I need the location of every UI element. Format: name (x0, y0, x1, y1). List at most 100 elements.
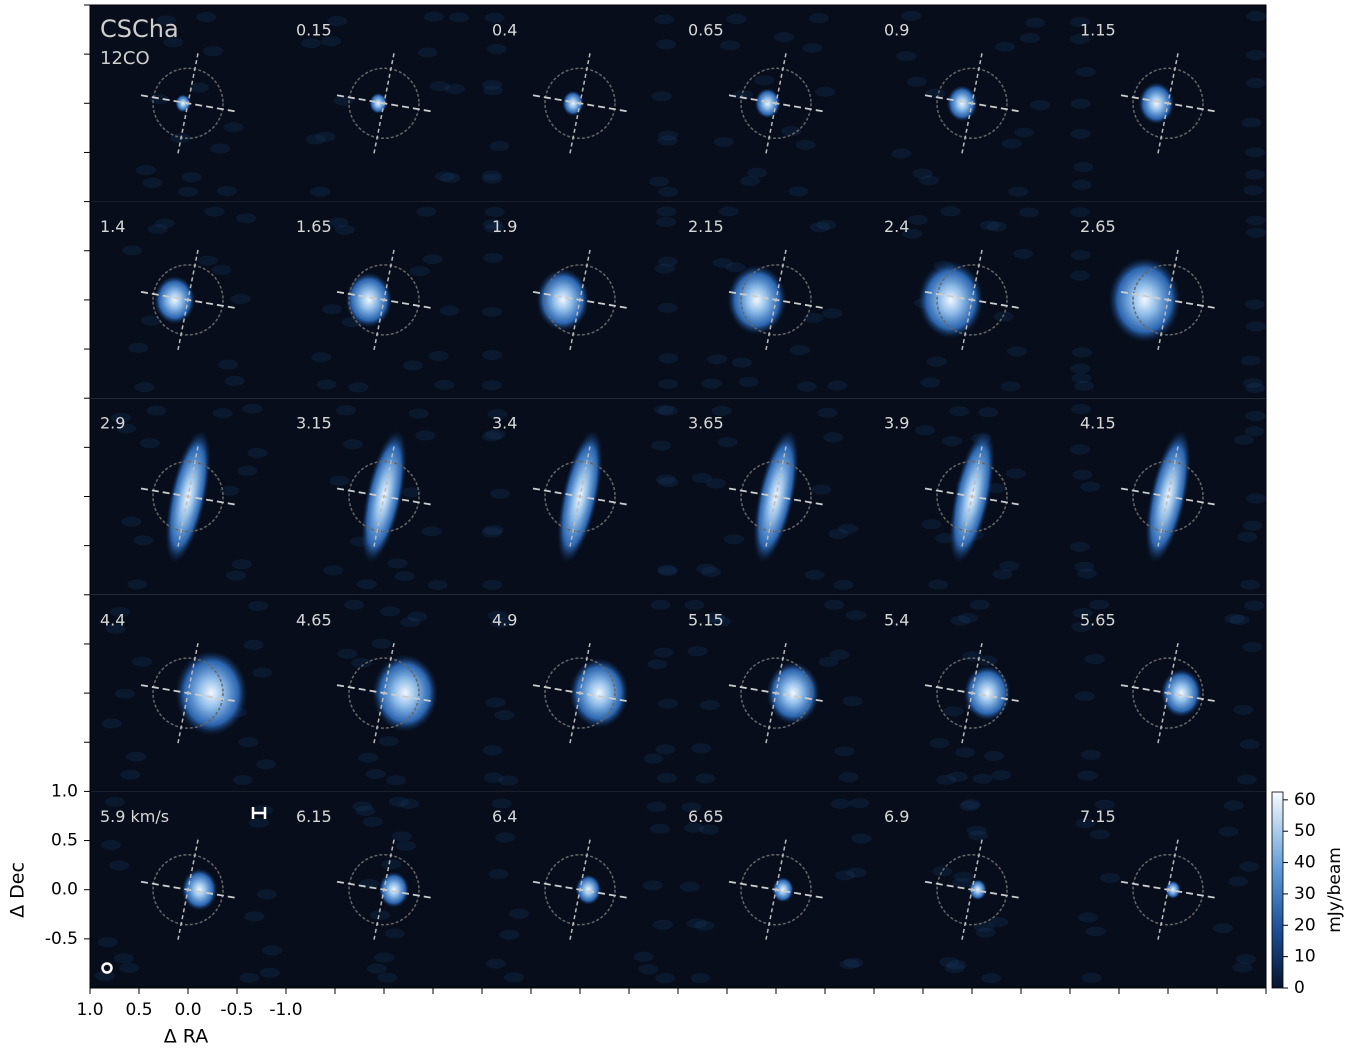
noise (1218, 827, 1238, 837)
noise (142, 178, 162, 188)
noise (223, 122, 243, 132)
noise (233, 775, 253, 785)
noise (908, 215, 928, 225)
noise (494, 710, 514, 720)
noise (504, 972, 524, 982)
noise (942, 436, 962, 446)
noise (409, 409, 429, 419)
chart-title: CSCha (100, 15, 179, 43)
colorbar-label: mJy/beam (1325, 847, 1345, 933)
noise (1244, 426, 1264, 436)
noise (967, 826, 987, 836)
noise (647, 802, 667, 812)
noise (1007, 346, 1027, 356)
noise (700, 700, 720, 710)
noise (1228, 876, 1248, 886)
noise (1234, 435, 1254, 445)
noise (1246, 50, 1266, 60)
channel-label: 6.15 (296, 807, 332, 826)
noise (651, 600, 671, 610)
noise (1070, 542, 1090, 552)
noise (1224, 800, 1244, 810)
noise (1240, 739, 1260, 749)
noise (133, 535, 153, 545)
noise (658, 699, 678, 709)
noise (774, 32, 794, 42)
noise (655, 973, 675, 983)
noise (980, 221, 1000, 231)
noise (680, 882, 700, 892)
noise (973, 774, 993, 784)
noise (336, 405, 356, 415)
noise (824, 600, 844, 610)
channel-label: 2.15 (688, 217, 724, 236)
noise (435, 171, 455, 181)
noise (482, 171, 502, 181)
colorbar-tick-label: 0 (1294, 978, 1305, 998)
noise (366, 769, 386, 779)
noise (330, 476, 350, 486)
noise (817, 408, 837, 418)
channel-label: 0.65 (688, 21, 724, 40)
noise (482, 580, 502, 590)
noise (634, 952, 654, 962)
noise (1244, 185, 1264, 195)
channel-label: 3.15 (296, 414, 332, 433)
noise (1240, 580, 1260, 590)
noise (719, 206, 739, 216)
noise (656, 474, 676, 484)
noise (644, 754, 664, 764)
noise (400, 617, 420, 627)
noise (301, 38, 321, 48)
noise (695, 773, 715, 783)
noise (815, 87, 835, 97)
channel-label: 2.4 (884, 217, 909, 236)
noise (244, 640, 264, 650)
noise (416, 207, 436, 217)
noise (797, 382, 817, 392)
noise (1074, 381, 1094, 391)
noise (961, 799, 981, 809)
noise (834, 580, 854, 590)
noise (237, 466, 257, 476)
noise (995, 42, 1015, 52)
noise (348, 382, 368, 392)
noise (1243, 378, 1263, 388)
noise (1071, 129, 1091, 139)
noise (256, 759, 276, 769)
noise (248, 601, 268, 611)
noise (901, 11, 921, 21)
noise (655, 744, 675, 754)
channel-label: 0.15 (296, 21, 332, 40)
noise (1090, 829, 1110, 839)
channel-label: 6.4 (492, 807, 517, 826)
channel-label: 1.4 (100, 217, 125, 236)
y-tick-label: 0.5 (51, 831, 78, 851)
noise (816, 220, 836, 230)
noise (1080, 482, 1100, 492)
noise (322, 304, 342, 314)
noise (1236, 954, 1256, 964)
noise (929, 738, 949, 748)
noise (238, 737, 258, 747)
noise (984, 751, 1004, 761)
channel-label: 5.4 (884, 610, 909, 629)
noise (1225, 614, 1245, 624)
noise (790, 345, 810, 355)
noise (203, 46, 223, 56)
channel-label: 1.15 (1080, 21, 1116, 40)
noise (658, 187, 678, 197)
noise (1070, 364, 1090, 374)
noise (970, 600, 990, 610)
noise (846, 610, 866, 620)
noise (920, 377, 940, 387)
noise (1237, 532, 1257, 542)
noise (126, 752, 146, 762)
noise (687, 918, 707, 928)
channel-label: 3.4 (492, 414, 517, 433)
noise (1245, 170, 1265, 180)
noise (988, 917, 1008, 927)
noise (218, 360, 238, 370)
noise (196, 12, 216, 22)
noise (896, 51, 916, 61)
